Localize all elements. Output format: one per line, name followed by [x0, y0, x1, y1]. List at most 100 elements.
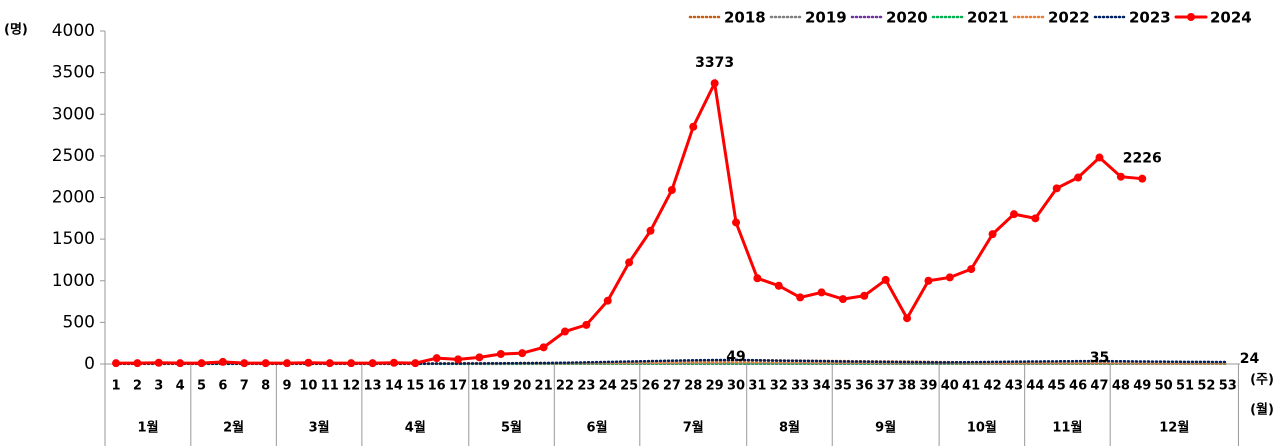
point	[1116, 172, 1125, 181]
month-label: 2월	[223, 420, 244, 436]
point	[817, 288, 826, 297]
point	[454, 355, 463, 364]
x-tick-label: 50	[1155, 379, 1173, 394]
legend-label: 2019	[805, 9, 847, 27]
data-label: 35	[1090, 350, 1109, 366]
point	[1031, 214, 1040, 223]
x-tick-label: 37	[877, 379, 895, 394]
month-label: 3월	[309, 420, 330, 436]
legend-label: 2020	[886, 9, 928, 27]
point	[903, 314, 912, 323]
data-label: 2226	[1123, 151, 1162, 167]
point	[347, 359, 356, 368]
x-tick-label: 13	[364, 379, 382, 394]
x-tick-label: 46	[1069, 379, 1087, 394]
point	[796, 293, 805, 302]
point	[112, 359, 120, 368]
x-tick-label: 43	[1005, 379, 1023, 394]
point	[539, 343, 548, 352]
point	[732, 218, 741, 227]
x-tick-label: 30	[727, 379, 745, 394]
month-unit: (월)	[1250, 402, 1274, 418]
point	[582, 320, 591, 329]
point	[945, 273, 954, 282]
point	[1074, 173, 1083, 182]
x-tick-label: 1	[111, 379, 120, 394]
x-tick-label: 23	[577, 379, 595, 394]
point	[240, 359, 249, 368]
month-label: 9월	[875, 420, 896, 436]
x-tick-label: 8	[261, 379, 270, 394]
x-tick-label: 3	[154, 379, 163, 394]
point	[518, 349, 527, 358]
x-tick-label: 26	[641, 379, 659, 394]
x-tick-label: 20	[513, 379, 531, 394]
point	[967, 265, 976, 274]
x-tick-label: 48	[1112, 379, 1130, 394]
data-label: 3373	[695, 55, 734, 71]
point	[710, 79, 719, 88]
x-tick-label: 32	[770, 379, 788, 394]
y-tick-label: 3000	[52, 104, 95, 124]
x-tick-label: 24	[599, 379, 617, 394]
y-tick-label: 500	[63, 312, 95, 332]
month-label: 1월	[138, 420, 159, 436]
x-tick-label: 52	[1197, 379, 1215, 394]
point	[475, 353, 484, 362]
point	[1138, 174, 1147, 183]
x-tick-label: 53	[1219, 379, 1237, 394]
point	[325, 359, 334, 368]
x-tick-label: 12	[342, 379, 360, 394]
y-tick-label: 1500	[52, 229, 95, 249]
point	[560, 327, 569, 336]
x-tick-label: 51	[1176, 379, 1194, 394]
x-tick-label: 10	[299, 379, 317, 394]
point	[988, 230, 997, 239]
point	[1009, 210, 1018, 219]
x-tick-label: 15	[406, 379, 424, 394]
point	[368, 359, 377, 368]
x-tick-label: 9	[283, 379, 292, 394]
month-label: 10월	[967, 420, 997, 436]
point	[689, 122, 698, 131]
x-tick-label: 14	[385, 379, 403, 394]
point	[197, 359, 206, 368]
point	[283, 359, 292, 368]
x-tick-label: 45	[1048, 379, 1066, 394]
x-tick-label: 7	[240, 379, 249, 394]
month-label: 5월	[501, 420, 522, 436]
point	[860, 291, 869, 300]
x-tick-label: 28	[684, 379, 702, 394]
x-tick-label: 41	[962, 379, 980, 394]
point	[838, 295, 847, 304]
point	[411, 359, 420, 368]
point	[176, 359, 185, 368]
x-tick-label: 47	[1090, 379, 1108, 394]
x-unit: (주)	[1250, 373, 1274, 388]
x-tick-label: 44	[1026, 379, 1044, 394]
x-tick-label: 19	[492, 379, 510, 394]
legend-label: 2021	[967, 9, 1009, 27]
x-tick-label: 11	[321, 379, 339, 394]
x-tick-label: 49	[1133, 379, 1151, 394]
point	[496, 350, 505, 359]
point	[154, 358, 163, 367]
y-tick-label: 1000	[52, 271, 95, 291]
month-label: 12월	[1159, 420, 1189, 436]
x-tick-label: 40	[941, 379, 959, 394]
month-label: 7월	[683, 420, 704, 436]
data-label: 24	[1240, 351, 1260, 367]
point	[603, 296, 612, 305]
month-label: 8월	[779, 420, 800, 436]
x-tick-label: 18	[470, 379, 488, 394]
point	[924, 276, 933, 285]
x-tick-label: 35	[834, 379, 852, 394]
y-tick-label: 3500	[52, 63, 95, 83]
point	[218, 357, 227, 366]
point	[774, 281, 783, 290]
x-tick-label: 38	[898, 379, 916, 394]
legend-label: 2018	[724, 9, 766, 27]
x-tick-label: 31	[748, 379, 766, 394]
x-tick-label: 16	[428, 379, 446, 394]
